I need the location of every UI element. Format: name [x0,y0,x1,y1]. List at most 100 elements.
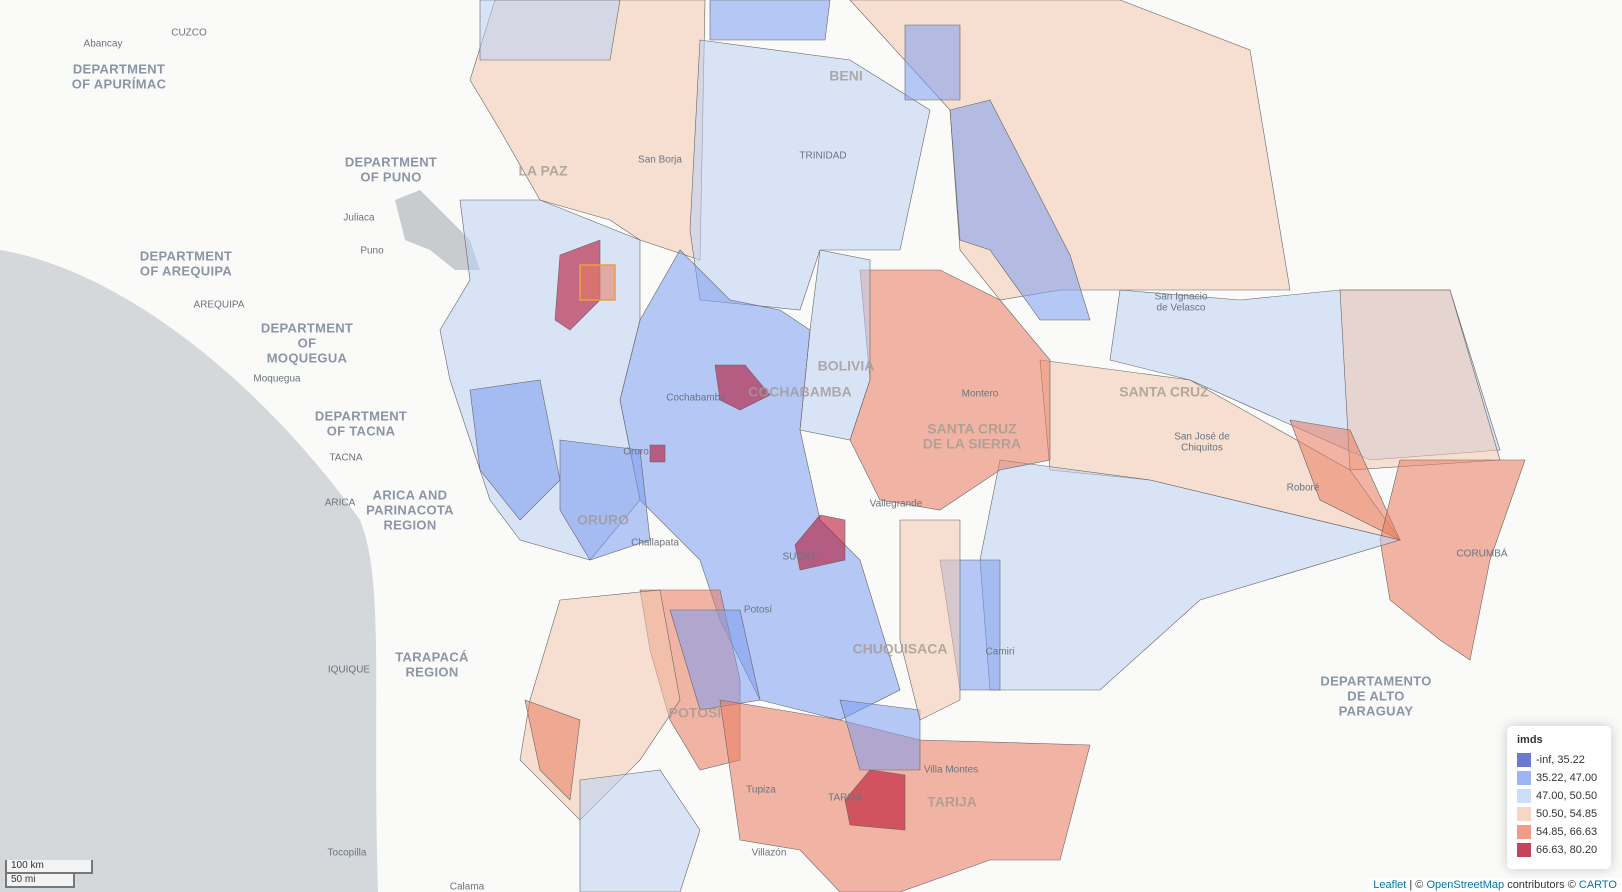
region [579,264,616,301]
legend-item: 54.85, 66.63 [1517,823,1601,841]
place-label: Tocopilla [328,848,367,859]
legend-items: -inf, 35.22 35.22, 47.00 47.00, 50.50 50.50… [1517,751,1601,859]
place-label: TRINIDAD [799,151,846,162]
place-label: SANTA CRUZ [927,421,1017,437]
place-label: SANTA CRUZ [1119,384,1209,400]
place-label: Tupiza [746,785,776,796]
legend-item: -inf, 35.22 [1517,751,1601,769]
place-label: Chiquitos [1181,443,1223,454]
region [949,99,1091,321]
attribution: Leaflet | © OpenStreetMap contributors ©… [1368,878,1622,892]
region [844,769,906,831]
legend-item: 50.50, 54.85 [1517,805,1601,823]
place-label: de Velasco [1157,303,1206,314]
place-label: Potosí [744,605,773,616]
place-label: Puno [360,246,384,257]
scale-km: 100 km [5,860,93,874]
attribution-text: | © [1409,879,1424,891]
place-label: TARIJA [828,793,862,804]
regions [439,0,1526,892]
place-label: Challapata [631,538,679,549]
place-label: PARINACOTA [366,502,454,517]
place-label: PARAGUAY [1339,703,1414,718]
legend-item: 47.00, 50.50 [1517,787,1601,805]
place-label: DE LA SIERRA [923,436,1021,452]
place-label: MOQUEGUA [267,350,348,365]
place-label: Montero [962,389,999,400]
leaflet-link[interactable]: Leaflet [1373,879,1407,891]
place-label: ORURO [577,512,629,528]
place-label: CHUQUISACA [853,641,948,657]
place-label: Juliaca [343,213,375,224]
legend-title: imds [1517,734,1543,746]
place-label: San Ignacio [1155,292,1208,303]
place-label: ARICA AND [373,487,448,502]
place-label: Oruro [623,447,649,458]
legend-swatch [1517,825,1531,839]
place-label: DEPARTMENT [261,320,353,335]
region [469,379,561,521]
place-label: Roboré [1287,483,1320,494]
region [904,24,961,101]
legend: imds -inf, 35.22 35.22, 47.00 47.00, 50.50… [1507,726,1611,869]
legend-swatch [1517,753,1531,767]
region [554,239,601,331]
sea [0,250,378,892]
region [479,0,621,61]
place-label: DEPARTAMENTO [1320,673,1431,688]
lake [395,190,480,270]
place-label: SUCRE [782,552,817,563]
region [794,514,846,571]
scale-bar: 100 km 50 mi [5,860,93,888]
place-label: IQUIQUE [328,665,371,676]
place-label: Camiri [986,647,1015,658]
place-label: LA PAZ [519,163,568,179]
place-label: CORUMBÁ [1456,547,1507,560]
legend-item: 66.63, 80.20 [1517,841,1601,859]
place-label: OF AREQUIPA [140,263,232,278]
region [899,519,961,721]
place-label: AREQUIPA [194,300,245,311]
place-label: ARICA [325,498,356,509]
place-label: REGION [405,664,458,679]
region [709,0,831,41]
place-label: OF [298,335,317,350]
place-label: Villa Montes [924,765,978,776]
region [689,39,931,311]
place-label: DEPARTMENT [140,248,232,263]
attribution-text: contributors © [1507,879,1576,891]
place-label: TARAPACÁ [395,649,469,664]
place-label: Abancay [84,39,123,50]
legend-label: 35.22, 47.00 [1536,772,1598,784]
region [649,444,666,463]
place-label: DEPARTMENT [73,61,165,76]
place-label: TACNA [329,453,362,464]
place-label: OF TACNA [327,423,396,438]
place-label: DEPARTMENT [345,154,437,169]
carto-link[interactable]: CARTO [1578,879,1617,891]
place-label: OF APURÍMAC [72,76,167,91]
place-label: DEPARTMENT [315,408,407,423]
place-label: TARIJA [927,794,977,810]
place-label: San José de [1174,432,1230,443]
region [714,364,771,411]
osm-link[interactable]: OpenStreetMap [1426,879,1505,891]
region [1339,289,1501,471]
place-label: Cochabamba [666,393,726,404]
place-label: Calama [450,882,485,892]
legend-label: 47.00, 50.50 [1536,790,1598,802]
place-label: Moquegua [253,374,301,385]
region [1379,459,1526,661]
legend-swatch [1517,789,1531,803]
place-label: Vallegrande [870,499,923,510]
basemap [0,190,480,892]
place-label: San Borja [638,155,682,166]
legend-label: 50.50, 54.85 [1536,808,1598,820]
place-label: COCHABAMBA [748,384,851,400]
scale-mi: 50 mi [5,874,75,888]
legend-swatch [1517,843,1531,857]
place-label: POTOSÍ [669,705,723,721]
region [579,769,701,892]
